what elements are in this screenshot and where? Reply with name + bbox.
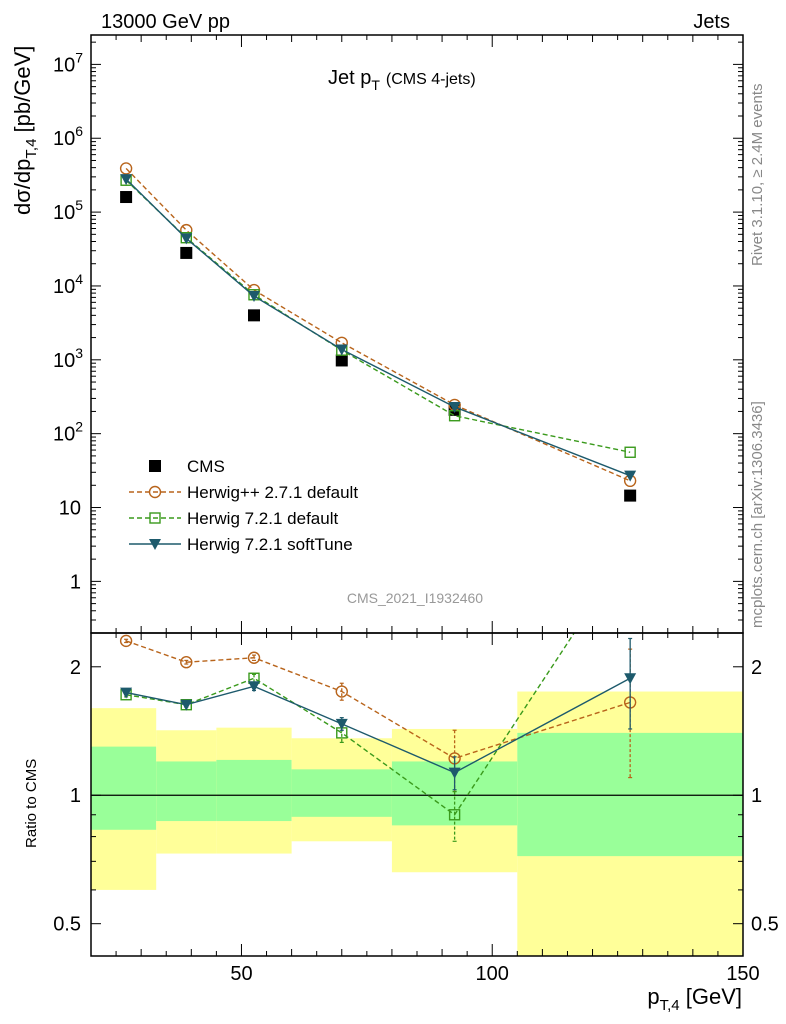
main-y-tick-label: 106: [53, 123, 83, 150]
main-y-tick-label: 10: [59, 498, 81, 520]
point-cms: [624, 489, 637, 502]
point-herwig-7-2-1-softtune: [120, 174, 133, 186]
ratio-point-herwig-7-2-1-softtune: [248, 681, 260, 693]
ratio-point-herwig-7-2-1-softtune: [180, 699, 193, 711]
legend-label: CMS: [187, 457, 225, 476]
band-inner: [291, 769, 392, 817]
ratio-point-herwig-7-2-1-softtune: [624, 673, 637, 685]
legend-label: Herwig 7.2.1 softTune: [187, 535, 353, 554]
series-line-herwig-7-2-1-softtune: [125, 178, 631, 477]
point-herwig-2-7-1-default: [119, 162, 133, 175]
x-tick-label: 100: [476, 963, 509, 985]
ratio-point-herwig-7-2-1-softtune: [448, 767, 461, 779]
legend-item-herwig-7-2-1-default: Herwig 7.2.1 default: [129, 509, 338, 528]
ratio-series-group: [119, 543, 637, 842]
main-title: Jet pT (CMS 4-jets): [328, 67, 476, 93]
ratio-point-herwig-2-7-1-default: [247, 651, 261, 664]
ratio-line-herwig-2-7-1-default: [125, 640, 631, 760]
ratio-y-tick-label-right: 2: [751, 657, 762, 679]
axes-group: 1 10 102 103 104 105 106 107 0.5 0.5 1 1 2 2 50 100 150: [53, 34, 779, 985]
point-herwig-7-2-1-softtune: [624, 470, 637, 482]
point-herwig-7-2-1-softtune: [248, 291, 260, 303]
main-series-group: [119, 162, 637, 502]
ratio-line-herwig-7-2-1-softtune: [125, 677, 631, 774]
ratio-y-tick-label-left: 2: [70, 657, 81, 679]
y-axis-label-ratio: Ratio to CMS: [23, 759, 40, 848]
point-cms: [120, 191, 133, 204]
point-herwig-7-2-1-softtune: [335, 344, 348, 356]
legend-marker: [149, 512, 161, 524]
ratio-point-herwig-2-7-1-default: [119, 634, 133, 648]
main-y-tick-label: 104: [53, 271, 83, 298]
legend-item-herwig-2-7-1-default: Herwig++ 2.7.1 default: [129, 483, 358, 502]
ratio-y-tick-label-left: 0.5: [53, 914, 81, 936]
ratio-point-herwig-7-2-1-default: [448, 809, 461, 821]
legend-marker: [148, 485, 162, 499]
point-herwig-7-2-1-default: [624, 446, 636, 458]
legend-marker: [149, 460, 161, 472]
band-inner: [517, 732, 743, 857]
point-herwig-7-2-1-softtune: [180, 233, 193, 245]
series-line-herwig-7-2-1-default: [125, 179, 631, 453]
main-y-tick-label: 107: [53, 49, 83, 76]
legend-label: Herwig++ 2.7.1 default: [187, 483, 358, 502]
ratio-point-herwig-7-2-1-softtune: [335, 718, 348, 730]
ratio-y-tick-label-right: 0.5: [751, 914, 779, 936]
x-tick-label: 50: [230, 963, 252, 985]
main-y-tick-label: 105: [53, 197, 83, 224]
ratio-point-herwig-2-7-1-default: [180, 656, 193, 669]
ratio-point-herwig-2-7-1-default: [335, 685, 348, 698]
mcplots-label: mcplots.cern.ch [arXiv:1306.3436]: [749, 401, 766, 628]
header-left: 13000 GeV pp: [101, 11, 230, 33]
band-inner: [156, 761, 217, 822]
point-cms: [335, 354, 348, 367]
legend-item-herwig-7-2-1-softtune: Herwig 7.2.1 softTune: [129, 535, 353, 554]
ratio-uncertainty-bands: [91, 691, 743, 956]
series-line-herwig-2-7-1-default: [125, 167, 631, 482]
band-inner: [216, 759, 292, 822]
ratio-point-herwig-7-2-1-default: [625, 543, 635, 553]
main-y-tick-label: 102: [53, 419, 83, 446]
x-tick-label: 150: [726, 963, 759, 985]
ratio-y-tick-label-right: 1: [751, 785, 762, 807]
band-inner: [91, 746, 157, 830]
rivet-label: Rivet 3.1.10, ≥ 2.4M events: [749, 84, 766, 267]
main-y-tick-label: 1: [70, 571, 81, 593]
legend-label: Herwig 7.2.1 default: [187, 509, 338, 528]
point-cms: [248, 309, 260, 322]
x-axis-label: pT,4 [GeV]: [647, 984, 742, 1014]
point-herwig-7-2-1-softtune: [448, 401, 461, 413]
header-right: Jets: [693, 11, 730, 33]
ratio-point-herwig-7-2-1-softtune: [120, 687, 133, 699]
y-axis-label-main: dσ/dpT,4 [pb/GeV]: [10, 46, 40, 215]
main-y-tick-label: 103: [53, 345, 83, 372]
legend-marker: [149, 539, 161, 550]
ratio-y-tick-label-left: 1: [70, 785, 81, 807]
legend: CMS Herwig++ 2.7.1 default Herwig 7.2.1 de…: [129, 457, 358, 554]
analysis-id: CMS_2021_I1932460: [347, 590, 483, 606]
legend-item-cms: CMS: [149, 457, 225, 476]
point-cms: [180, 246, 193, 259]
